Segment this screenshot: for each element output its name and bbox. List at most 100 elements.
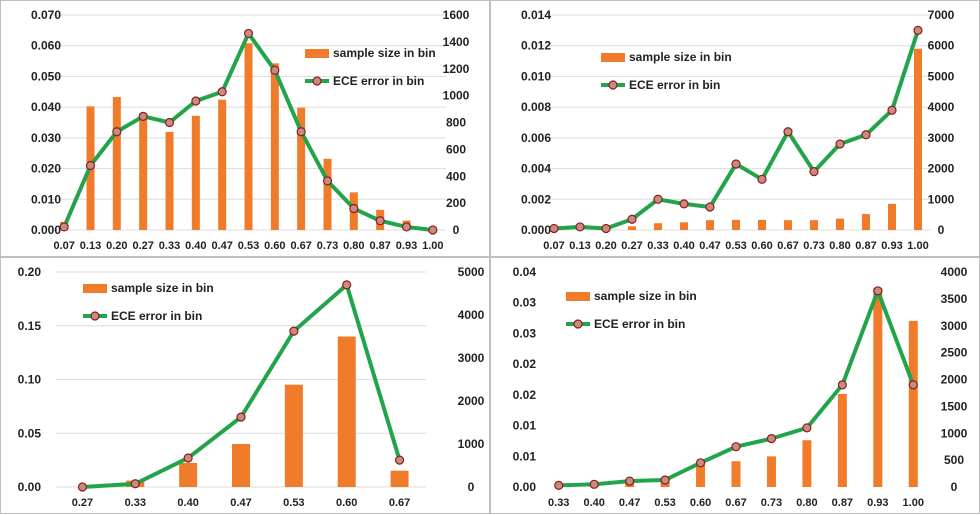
left-axis-tick-label: 0.000 <box>521 223 551 237</box>
x-axis-tick-label: 0.13 <box>80 240 101 252</box>
sample-size-bar <box>284 384 303 487</box>
sample-size-bar <box>766 456 776 487</box>
left-axis-tick-label: 0.010 <box>521 69 551 83</box>
ece-chart-2: 0.000 0.002 0.004 0.006 0.008 0.010 0.012 0.014… <box>521 8 955 252</box>
ece-error-point <box>349 203 359 214</box>
right-axis-tick-label: 400 <box>446 169 466 183</box>
x-axis-tick-label: 0.93 <box>881 240 902 252</box>
sample-size-bar <box>914 48 922 231</box>
ece-error-point <box>183 453 193 463</box>
x-axis-tick-label: 0.47 <box>619 497 640 509</box>
ece-error-point <box>164 117 175 128</box>
right-axis-tick-label: 4000 <box>458 308 485 322</box>
x-axis-tick-label: 0.60 <box>264 240 285 252</box>
right-axis-tick-label: 2500 <box>941 346 968 360</box>
right-axis-tick-label: 7000 <box>928 8 955 22</box>
x-axis-tick-label: 1.00 <box>903 497 924 509</box>
sample-size-bar <box>244 43 253 230</box>
legend-label-ece-error: ECE error in bin <box>333 74 424 88</box>
sample-size-bar <box>810 220 818 230</box>
ece-error-point <box>77 482 88 492</box>
legend-marker-swatch <box>573 319 583 329</box>
right-axis-tick-label: 2000 <box>928 162 955 176</box>
left-axis-tick-label: 0.008 <box>521 100 551 114</box>
x-axis-tick-label: 0.33 <box>125 497 146 509</box>
ece-error-point <box>59 222 69 232</box>
ece-error-point <box>554 480 564 490</box>
chart-panel-bottom-right: 0.00 0.01 0.01 0.02 0.02 0.03 0.03 0.04 0 500 1000… <box>490 257 980 514</box>
right-axis-tick-label: 5000 <box>458 265 485 279</box>
ece-error-point <box>601 223 611 234</box>
x-axis-tick-label: 0.07 <box>543 240 564 252</box>
legend-label-sample-size: sample size in bin <box>629 50 732 64</box>
sample-size-bar <box>232 444 250 487</box>
x-axis-tick-label: 0.73 <box>761 497 782 509</box>
left-axis-tick-label: 0.050 <box>31 69 61 83</box>
left-axis-tick-label: 0.040 <box>31 100 61 114</box>
right-axis-tick-label: 0 <box>468 480 475 494</box>
left-axis-tick-label: 0.20 <box>18 265 42 279</box>
left-axis-tick-label: 0.010 <box>31 192 61 206</box>
right-axis-tick-label: 3500 <box>941 292 968 306</box>
right-axis-tick-label: 2000 <box>458 394 485 408</box>
ece-error-point <box>296 127 306 137</box>
ece-error-point <box>757 174 767 184</box>
left-axis-tick-label: 0.03 <box>513 326 537 340</box>
x-axis-tick-label: 0.93 <box>396 240 417 252</box>
x-axis-tick-label: 0.87 <box>369 240 390 252</box>
x-axis-tick-label: 0.27 <box>72 497 93 509</box>
ece-chart-4: 0.00 0.01 0.01 0.02 0.02 0.03 0.03 0.04 0 500 1000… <box>513 265 968 509</box>
left-axis-tick-label: 0.02 <box>513 388 537 402</box>
x-axis-tick-label: 0.53 <box>725 240 746 252</box>
ece-error-point <box>731 159 741 169</box>
x-axis-tick-label: 0.67 <box>777 240 798 252</box>
sample-size-bar <box>732 219 740 230</box>
ece-chart-1: 0.0000.0100.0200.0300.0400.0500.0600.070… <box>31 8 470 252</box>
x-axis-tick-label: 0.27 <box>621 240 642 252</box>
x-axis-tick-label: 0.53 <box>238 240 259 252</box>
x-axis-tick-label: 1.00 <box>907 240 928 252</box>
left-axis-tick-label: 0.060 <box>31 39 61 53</box>
legend-marker-swatch <box>312 76 322 86</box>
ece-error-point <box>549 223 559 234</box>
ece-error-point <box>695 458 706 468</box>
sample-size-bar <box>323 158 332 230</box>
right-axis-tick-label: 6000 <box>928 39 955 53</box>
left-axis-tick-label: 0.04 <box>513 265 537 279</box>
sample-size-bar <box>191 115 200 230</box>
ece-error-point <box>130 479 140 489</box>
left-axis-tick-label: 0.02 <box>513 357 537 371</box>
x-axis-tick-label: 0.73 <box>317 240 338 252</box>
right-axis-tick-label: 1500 <box>941 399 968 413</box>
left-axis-tick-label: 0.014 <box>521 8 551 22</box>
right-axis-tick-label: 0 <box>951 480 958 494</box>
chart-panel-top-left: 0.000 0.010 0.020 0.030 0.040 0.050 0.060 0.070… <box>0 0 490 257</box>
legend-marker-swatch <box>608 80 618 90</box>
ece-error-point <box>705 202 715 212</box>
legend-label-sample-size: sample size in bin <box>333 46 436 60</box>
ece-error-point <box>625 476 635 486</box>
left-axis-tick-label: 0.030 <box>31 131 61 145</box>
left-axis-tick-label: 0.006 <box>521 131 551 145</box>
x-axis-tick-label: 0.40 <box>583 497 604 509</box>
ece-error-point <box>809 167 819 177</box>
right-axis-tick-label: 4000 <box>941 265 968 279</box>
right-axis-tick-label: 0 <box>938 223 945 237</box>
sample-size-bar <box>654 223 662 230</box>
right-axis-tick-label: 1400 <box>443 35 470 49</box>
x-axis-tick-label: 0.60 <box>690 497 711 509</box>
ece-error-point <box>375 216 385 226</box>
sample-size-bar <box>837 394 847 487</box>
sample-size-bar <box>731 461 741 487</box>
x-axis-tick-label: 0.40 <box>673 240 694 252</box>
x-axis-tick-label: 0.33 <box>548 497 569 509</box>
left-axis-tick-label: 0.05 <box>18 426 42 440</box>
x-axis-tick-label: 0.47 <box>230 497 251 509</box>
right-axis-tick-label: 1200 <box>443 62 470 76</box>
chart-panel-top-right: 0.000 0.002 0.004 0.006 0.008 0.010 0.012 0.014… <box>490 0 980 257</box>
ece-error-point <box>342 280 352 290</box>
ece-error-point <box>428 225 438 235</box>
left-axis-tick-label: 0.002 <box>521 192 551 206</box>
ece-error-point <box>908 380 918 390</box>
legend-label-sample-size: sample size in bin <box>111 281 214 295</box>
